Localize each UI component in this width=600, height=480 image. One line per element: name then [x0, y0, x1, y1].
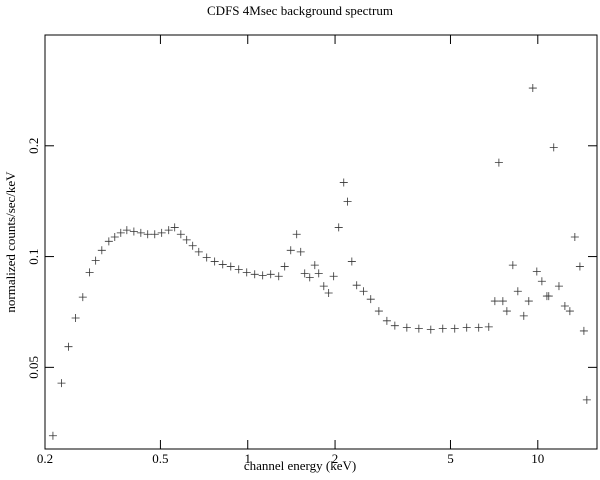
data-point [554, 282, 563, 291]
data-point [226, 262, 235, 271]
data-point [549, 143, 558, 152]
x-axis-label: channel energy (keV) [244, 458, 356, 473]
data-point [532, 267, 541, 276]
data-point [565, 307, 574, 316]
data-point [143, 230, 152, 239]
data-point [382, 316, 391, 325]
data-point [78, 293, 87, 302]
data-point [498, 297, 507, 306]
data-point [150, 230, 159, 239]
data-point [484, 322, 493, 331]
data-point [266, 270, 275, 279]
data-point [194, 247, 203, 256]
data-point [129, 227, 138, 236]
data-point [462, 323, 471, 332]
chart-title: CDFS 4Msec background spectrum [207, 3, 393, 18]
data-point [519, 311, 528, 320]
data-point [570, 233, 579, 242]
data-point [280, 262, 289, 271]
data-point [575, 262, 584, 271]
data-point [352, 281, 361, 290]
data-point [490, 297, 499, 306]
data-point [329, 272, 338, 281]
y-tick-label: 0.05 [26, 356, 41, 379]
data-point [64, 342, 73, 351]
data-point [390, 321, 399, 330]
data-point [182, 235, 191, 244]
data-point [218, 260, 227, 269]
data-point [402, 323, 411, 332]
data-point [300, 269, 309, 278]
data-point [450, 324, 459, 333]
y-tick-label: 0.1 [26, 248, 41, 264]
data-point [366, 295, 375, 304]
x-tick-label: 1 [244, 451, 251, 466]
x-tick-label: 5 [447, 451, 454, 466]
x-tick-label: 0.2 [37, 451, 53, 466]
data-point [414, 324, 423, 333]
data-point [426, 325, 435, 334]
data-point [524, 297, 533, 306]
data-point [474, 323, 483, 332]
x-tick-label: 2 [332, 451, 339, 466]
data-point [164, 226, 173, 235]
data-point [494, 158, 503, 167]
data-point [91, 256, 100, 265]
data-point [250, 270, 259, 279]
data-point [513, 287, 522, 296]
data-point [110, 233, 119, 242]
data-point [170, 223, 179, 232]
data-point [258, 271, 267, 280]
data-point [274, 272, 283, 281]
data-point [286, 246, 295, 255]
plot-frame [44, 34, 598, 450]
data-point [85, 268, 94, 277]
data-point [508, 261, 517, 270]
data-point [202, 253, 211, 262]
x-tick-label: 10 [531, 451, 544, 466]
data-point [97, 246, 106, 255]
data-point [242, 268, 251, 277]
data-point [234, 265, 243, 274]
data-point [296, 247, 305, 256]
data-point [374, 307, 383, 316]
x-tick-label: 0.5 [152, 451, 168, 466]
y-axis-label: normalized counts/sec/keV [3, 171, 18, 313]
data-point [544, 292, 553, 301]
data-point [314, 269, 323, 278]
data-point [48, 431, 57, 440]
data-point [176, 230, 185, 239]
data-point [104, 237, 113, 246]
data-point [292, 230, 301, 239]
y-tick-label: 0.2 [26, 138, 41, 154]
data-point [305, 273, 314, 282]
data-point [359, 287, 368, 296]
data-point [438, 324, 447, 333]
data-point [347, 257, 356, 266]
data-point [334, 223, 343, 232]
data-point [528, 84, 537, 93]
data-point [136, 228, 145, 237]
data-point [560, 301, 569, 310]
data-point [57, 379, 66, 388]
data-point [210, 257, 219, 266]
data-point [343, 197, 352, 206]
data-point [116, 228, 125, 237]
data-point [71, 313, 80, 322]
data-point [122, 226, 131, 235]
data-point [310, 261, 319, 270]
data-point [582, 395, 591, 404]
data-point [502, 307, 511, 316]
data-point [157, 228, 166, 237]
data-point [579, 326, 588, 335]
data-point [188, 241, 197, 250]
data-point [324, 289, 333, 298]
data-point [339, 178, 348, 187]
data-point [319, 282, 328, 291]
data-point [537, 277, 546, 286]
